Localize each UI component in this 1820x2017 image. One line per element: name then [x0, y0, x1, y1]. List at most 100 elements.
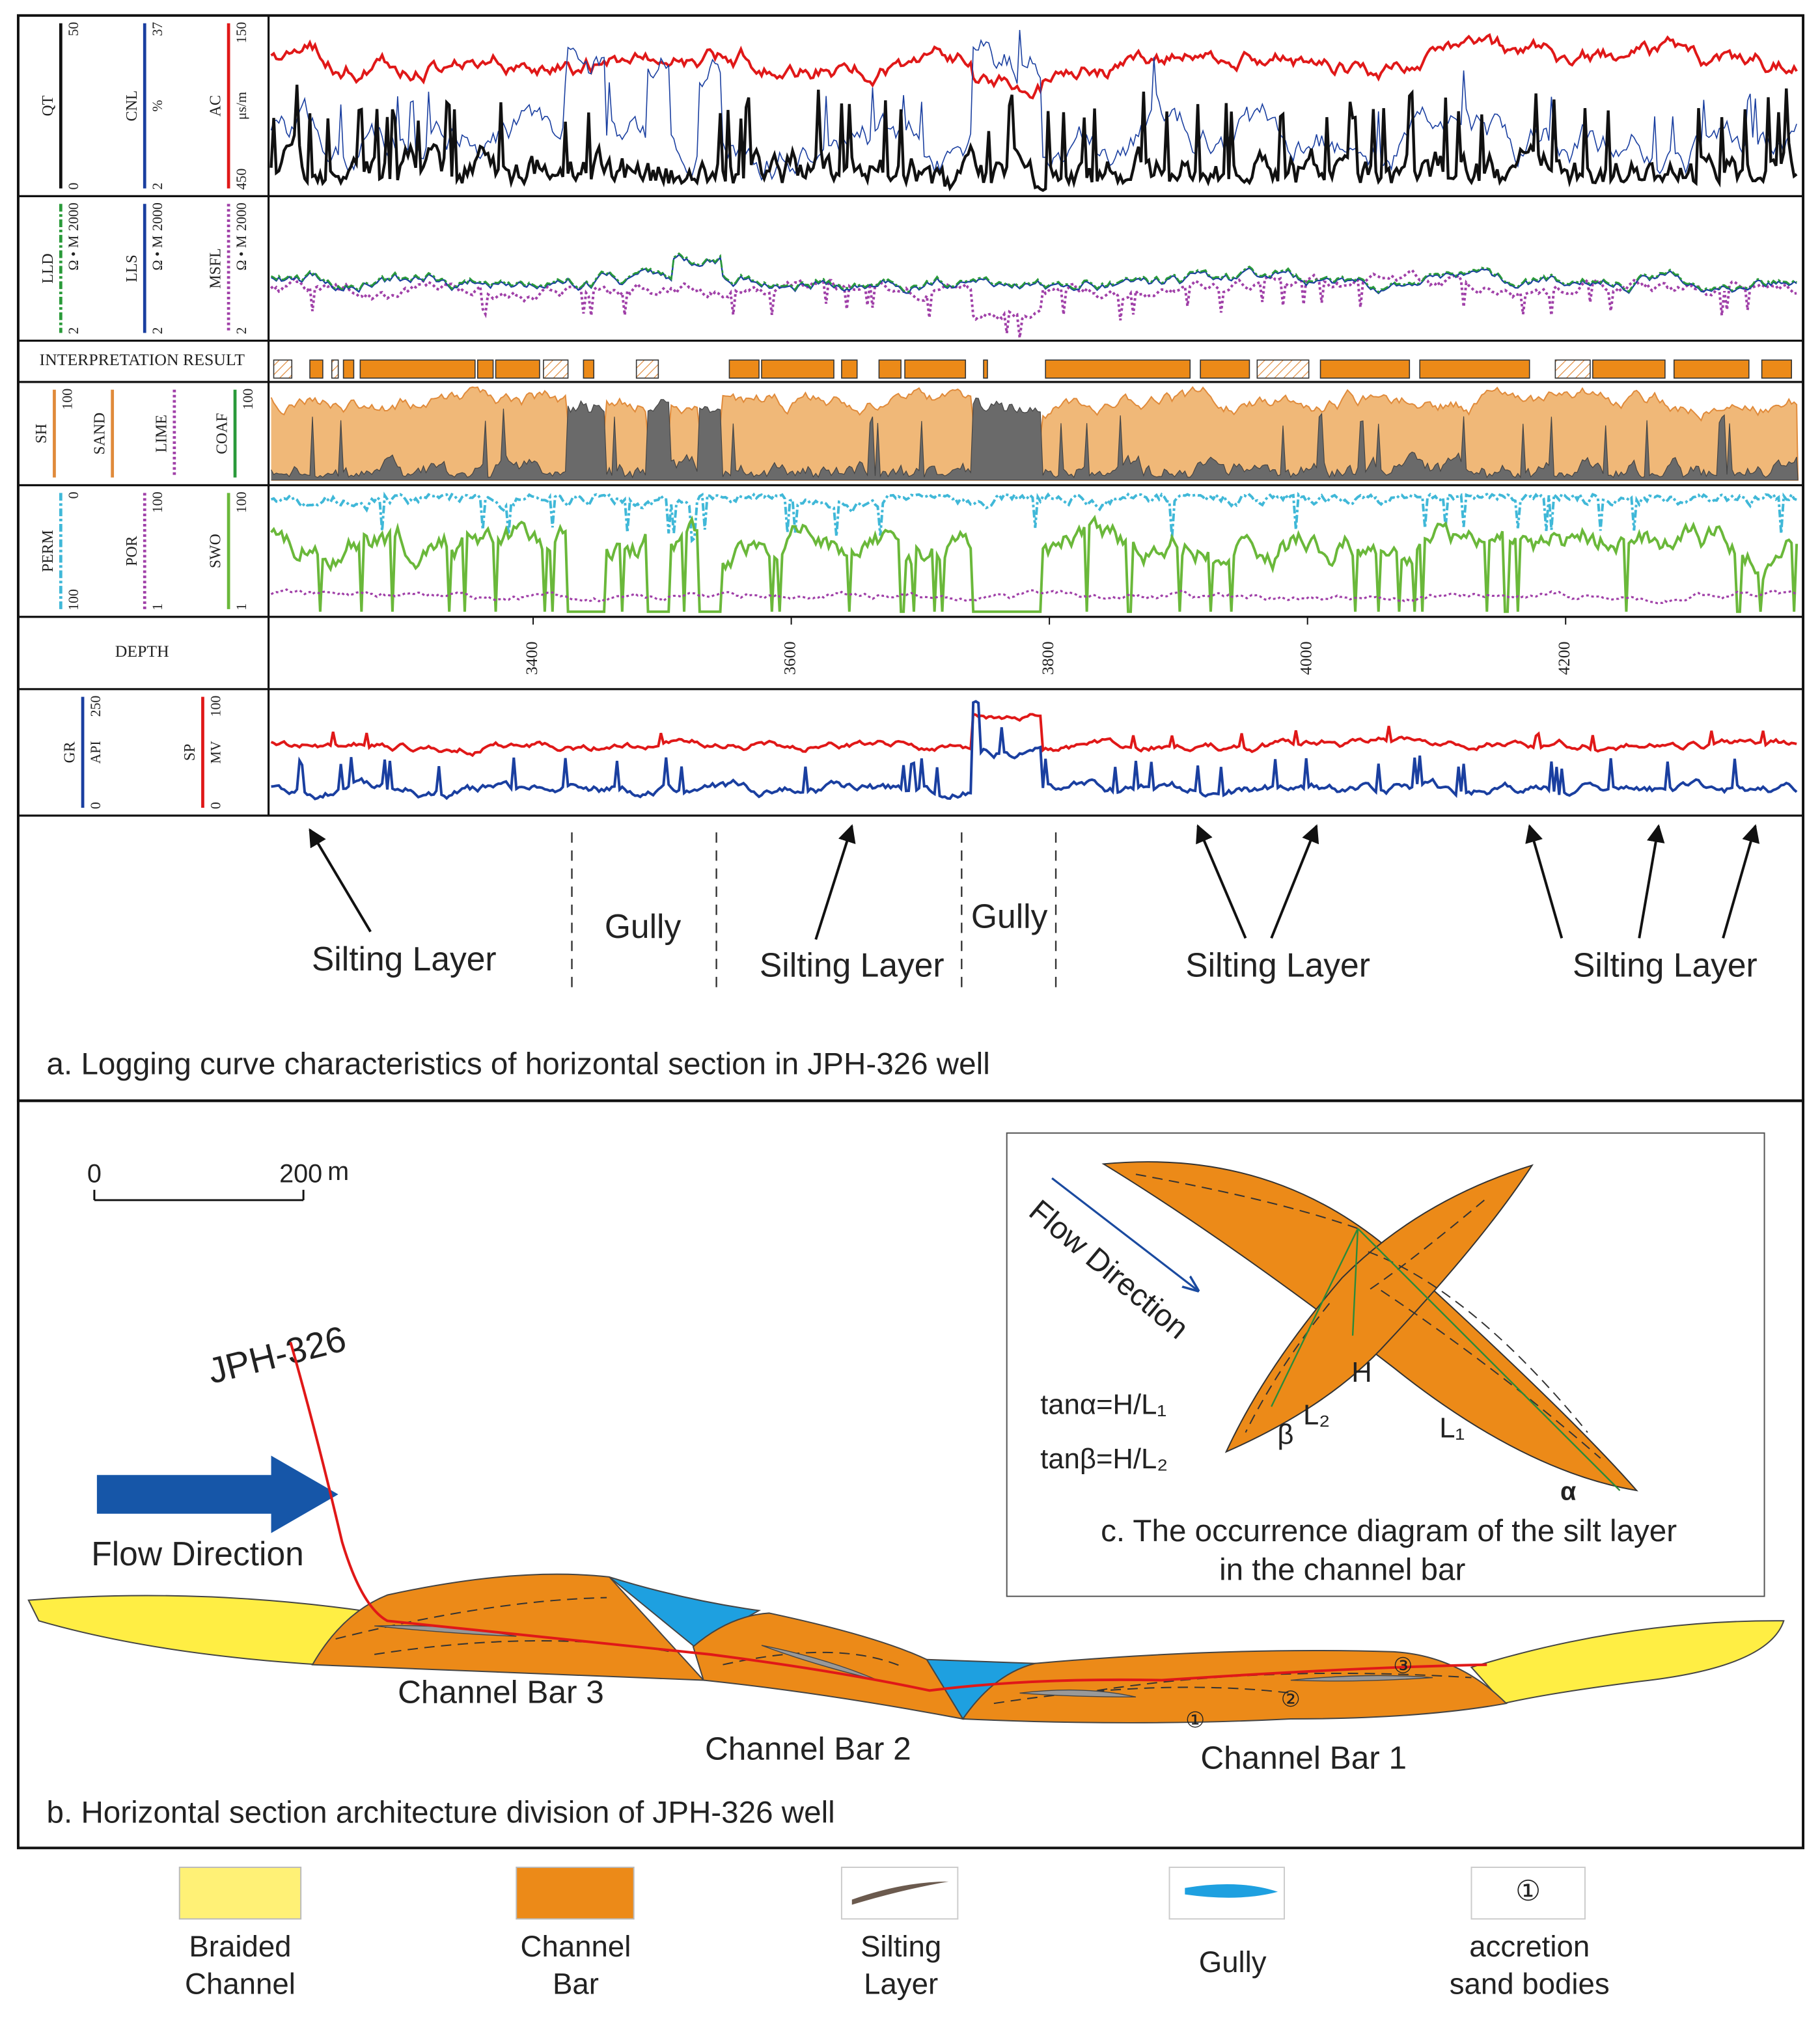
- interpretation-box: [1554, 359, 1591, 379]
- scale-top: 100: [150, 491, 165, 513]
- gully-label: Gully: [605, 907, 682, 945]
- por-curve: [270, 588, 1798, 605]
- interpretation-box: [476, 359, 494, 379]
- legend-label: Layer: [864, 1967, 938, 2000]
- silting-label: Silting Layer: [1573, 946, 1758, 984]
- shale-area: [271, 397, 1799, 481]
- legend-label: Channel: [521, 1930, 631, 1963]
- silting-lens: [1290, 1675, 1433, 1682]
- interpretation-box: [1761, 359, 1792, 379]
- flow-arrow: [96, 1455, 338, 1533]
- scale-bottom: 2: [234, 327, 249, 335]
- caption-a: a. Logging curve characteristics of hori…: [47, 1047, 990, 1081]
- legend-swatch: [840, 1867, 959, 1920]
- scale-bottom: 0: [66, 182, 81, 189]
- formula: tanα=H/L₁: [1040, 1390, 1166, 1421]
- interpretation-box: [983, 359, 988, 379]
- legend-gully: [1185, 1884, 1278, 1898]
- scale-unit: %: [150, 100, 165, 111]
- braided-channel: [27, 1595, 363, 1666]
- qt-curve: [269, 85, 1798, 192]
- scale-top: 150: [234, 22, 249, 44]
- interpretation-box: [273, 359, 293, 379]
- scale-top: 2000: [150, 202, 165, 231]
- accretion-line: [1135, 1173, 1358, 1229]
- curve-name: LLS: [124, 254, 141, 282]
- accretion-mark: ②: [1281, 1687, 1301, 1712]
- scale-bottom: 2: [66, 327, 81, 335]
- occurrence-line: [1271, 1228, 1359, 1407]
- silting-lens: [374, 1625, 517, 1637]
- accretion-lines: [1135, 1173, 1601, 1459]
- panel-c-frame: [1006, 1132, 1765, 1597]
- formula: tanβ=H/L₂: [1040, 1444, 1168, 1475]
- scale-unit: MV: [208, 741, 223, 763]
- scale-bottom: 0: [208, 802, 223, 809]
- scale-bar: 0 200 m: [87, 1157, 349, 1201]
- silting-label: Silting Layer: [760, 946, 944, 984]
- scale-bottom: 1: [234, 603, 249, 611]
- accretion-line: [723, 1651, 904, 1668]
- silting-arrow: [1196, 824, 1247, 939]
- scale-top: 100: [208, 696, 223, 717]
- accretion-line: [993, 1686, 1291, 1705]
- interpretation-box: [1673, 359, 1750, 379]
- interpretation-box: [1592, 359, 1666, 379]
- interpretation-box: [761, 359, 834, 379]
- legend-symbol: ①: [1515, 1876, 1541, 1907]
- interpretation-box: [878, 359, 902, 379]
- gr-curve: [271, 700, 1798, 801]
- sp-curve: [270, 712, 1797, 758]
- scale-top: 0: [66, 491, 81, 499]
- symbol: L₁: [1439, 1412, 1465, 1444]
- interpretation-box: [841, 359, 858, 379]
- scale-unit: API: [88, 741, 103, 763]
- symbol: H: [1351, 1357, 1372, 1388]
- curve-name: LLD: [40, 253, 57, 283]
- scale-end: 200: [279, 1160, 322, 1188]
- flow-label: Flow Direction: [91, 1535, 304, 1572]
- occurrence-line: [1357, 1228, 1621, 1491]
- braided-channel: [1470, 1620, 1785, 1705]
- accretion-line: [1381, 1289, 1601, 1459]
- interpretation-box: [583, 359, 595, 379]
- curve-name: SAND: [91, 413, 108, 455]
- curve-name: POR: [124, 536, 141, 566]
- scale-bottom: 1: [150, 603, 165, 611]
- channel-bar: [1224, 1164, 1534, 1453]
- caption-c: c. The occurrence diagram of the silt la…: [1101, 1514, 1677, 1548]
- scale-unit: μs/m: [234, 92, 249, 120]
- interpretation-box: [359, 359, 476, 379]
- legend-label: Silting: [861, 1930, 941, 1963]
- scale-top: 100: [240, 389, 256, 410]
- flow-arrow: [1051, 1177, 1198, 1290]
- bar-label: Channel Bar 1: [1200, 1740, 1407, 1776]
- depth-tick-label: 3400: [522, 641, 541, 675]
- scale-bottom: 0: [88, 802, 103, 809]
- scale-unit: Ω • M: [150, 236, 165, 271]
- silting-arrow: [1638, 824, 1665, 939]
- channel-bar: [311, 1573, 706, 1681]
- curve-name: MSFL: [208, 248, 225, 288]
- legend-label: Bar: [553, 1967, 599, 2000]
- scale-bottom: 2: [150, 327, 165, 335]
- interpretation-box: [904, 359, 967, 379]
- curve-name: QT: [40, 95, 57, 116]
- scale-top: 2000: [234, 202, 249, 231]
- interpretation-box: [635, 359, 659, 379]
- lls-curve: [271, 253, 1797, 295]
- cnl-curve: [270, 29, 1797, 182]
- curve-name: PERM: [40, 530, 57, 572]
- silting-label: Silting Layer: [312, 940, 497, 978]
- interpretation-box: [728, 359, 760, 379]
- track-title: INTERPRETATION RESULT: [40, 350, 245, 369]
- interpretation-box: [1256, 359, 1310, 379]
- legend: ①: [178, 1867, 1586, 1920]
- legend-swatch: [178, 1867, 302, 1920]
- interpretation-box: [1200, 359, 1250, 379]
- curve-name: SH: [33, 424, 50, 443]
- gully-label: Gully: [971, 897, 1048, 935]
- depth-tick-label: 3600: [780, 641, 799, 675]
